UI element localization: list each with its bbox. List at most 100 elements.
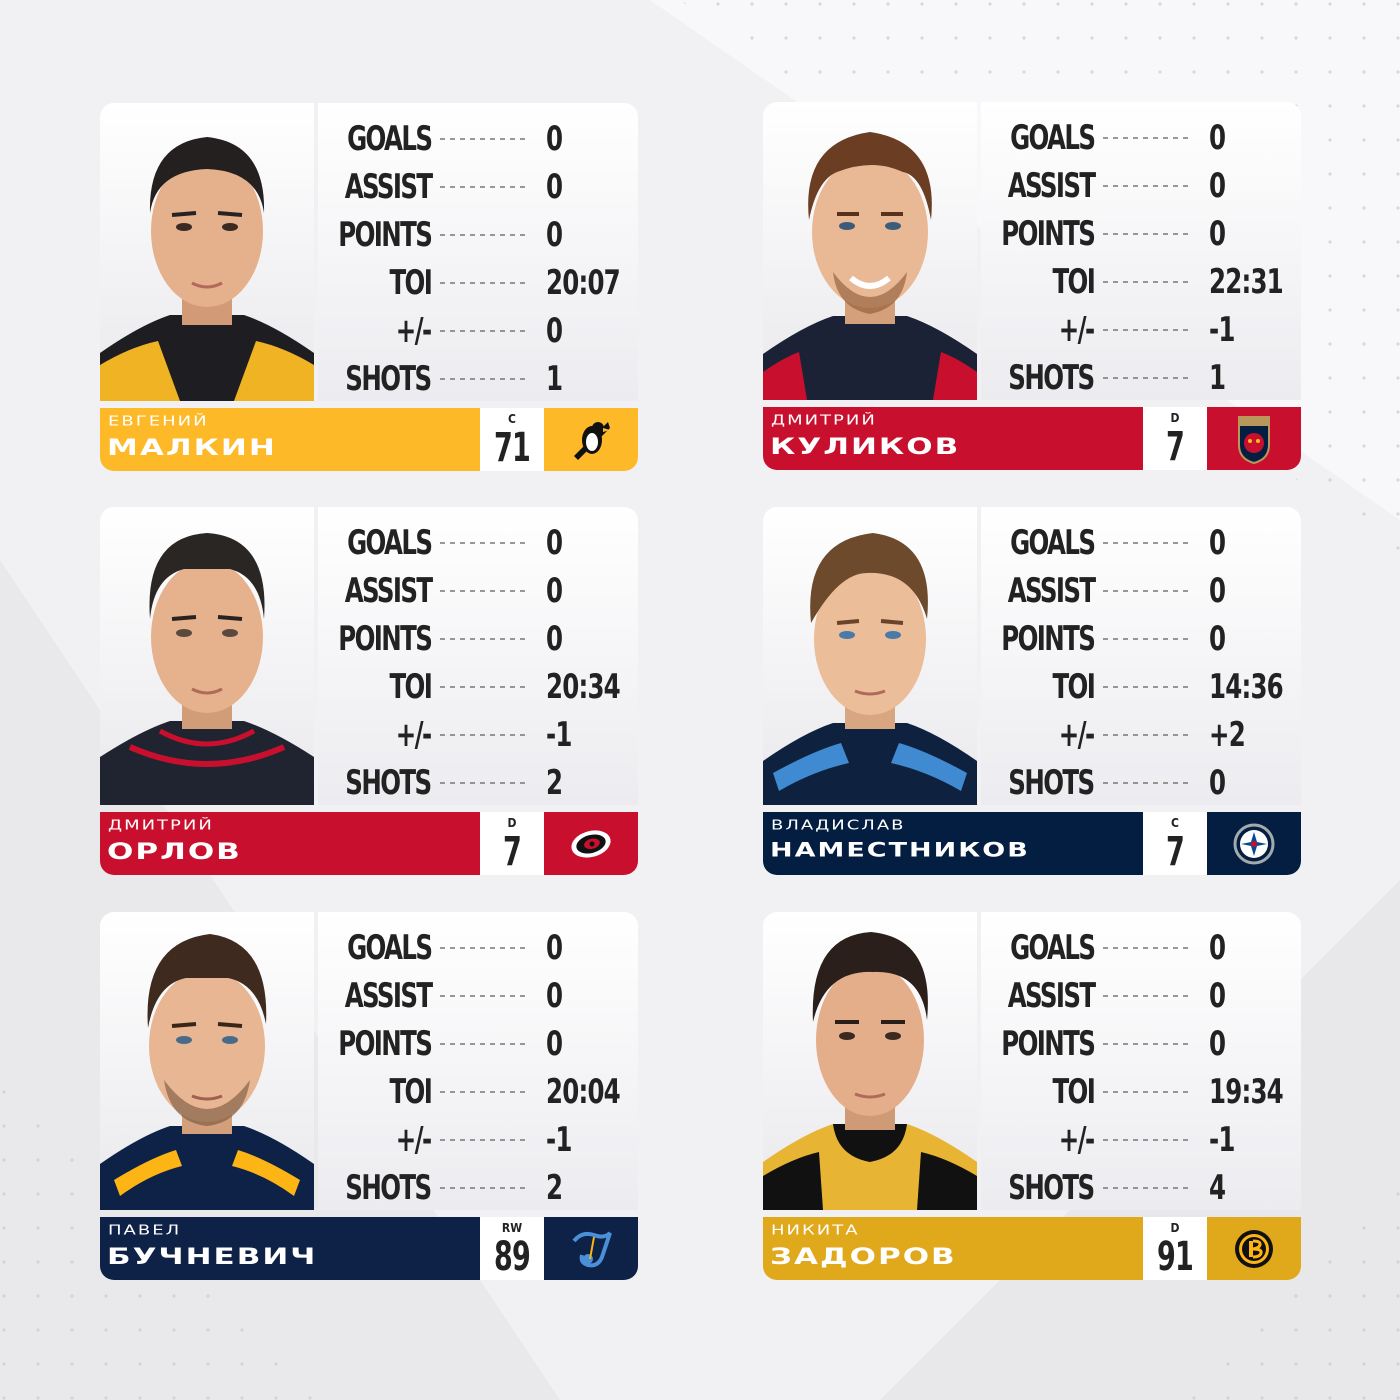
- stat-value: 0: [1209, 214, 1226, 254]
- stat-label: TOI: [1052, 667, 1095, 707]
- dotted-separator: [440, 282, 530, 284]
- stat-label: SHOTS: [345, 1168, 433, 1208]
- dotted-separator: [440, 542, 530, 544]
- dotted-separator: [440, 186, 530, 188]
- stat-row-plus-minus: +/- -1: [981, 1116, 1301, 1164]
- stat-row-assist: ASSIST 0: [981, 162, 1301, 210]
- position-number-box: D 7: [480, 812, 544, 875]
- stats-panel: GOALS 0 ASSIST 0 POINTS 0 TOI 22:31 +/- …: [981, 102, 1301, 400]
- stat-row-points: POINTS 0: [318, 211, 638, 259]
- stat-row-toi: TOI 22:31: [981, 258, 1301, 306]
- stat-row-assist: ASSIST 0: [318, 972, 638, 1020]
- player-number: 7: [1165, 424, 1185, 470]
- stat-row-assist: ASSIST 0: [318, 567, 638, 615]
- player-number: 7: [502, 829, 522, 875]
- stat-value: 0: [546, 928, 563, 968]
- name-bar: ДМИТРИЙ ОРЛОВ: [100, 812, 480, 875]
- stat-row-goals: GOALS 0: [318, 519, 638, 567]
- stat-row-assist: ASSIST 0: [981, 567, 1301, 615]
- dotted-separator: [1103, 377, 1193, 379]
- dotted-separator: [440, 686, 530, 688]
- stat-value: 20:34: [546, 667, 621, 707]
- stat-label: TOI: [1052, 1072, 1095, 1112]
- position-number-box: RW 89: [480, 1217, 544, 1280]
- dotted-separator: [440, 638, 530, 640]
- stat-value: -1: [1209, 1120, 1235, 1160]
- player-first-name: ДМИТРИЙ: [108, 818, 214, 834]
- player-card-buchnevich: GOALS 0 ASSIST 0 POINTS 0 TOI 20:04 +/- …: [100, 912, 638, 1280]
- player-card-malkin: GOALS 0 ASSIST 0 POINTS 0 TOI 20:07 +/- …: [100, 103, 638, 471]
- stats-panel: GOALS 0 ASSIST 0 POINTS 0 TOI 14:36 +/- …: [981, 507, 1301, 805]
- stat-value: 1: [1209, 358, 1226, 398]
- stat-row-goals: GOALS 0: [318, 924, 638, 972]
- stat-label: TOI: [389, 1072, 432, 1112]
- stat-value: 0: [546, 1024, 563, 1064]
- player-position: D: [1170, 411, 1180, 425]
- stat-row-plus-minus: +/- -1: [318, 711, 638, 759]
- dotted-separator: [1103, 1043, 1193, 1045]
- dotted-separator: [1103, 137, 1193, 139]
- dotted-separator: [440, 947, 530, 949]
- player-portrait: [763, 102, 977, 400]
- stat-label: POINTS: [337, 215, 433, 255]
- stat-label: POINTS: [1000, 1024, 1096, 1064]
- stat-label: TOI: [389, 263, 432, 303]
- stat-row-shots: SHOTS 2: [318, 759, 638, 807]
- stat-label: ASSIST: [344, 571, 432, 611]
- player-last-name: КУЛИКОВ: [770, 434, 961, 460]
- dotted-separator: [440, 782, 530, 784]
- stat-row-shots: SHOTS 2: [318, 1164, 638, 1212]
- stat-label: POINTS: [337, 619, 433, 659]
- player-position: D: [507, 816, 517, 830]
- stat-value: 4: [1209, 1168, 1226, 1208]
- stat-value: 2: [546, 763, 563, 803]
- stat-row-toi: TOI 20:34: [318, 663, 638, 711]
- stat-row-plus-minus: +/- -1: [981, 306, 1301, 354]
- team-logo-box: [1207, 812, 1301, 875]
- player-first-name: НИКИТА: [771, 1223, 860, 1239]
- blues-logo-icon: [572, 1231, 612, 1268]
- player-card-orlov: GOALS 0 ASSIST 0 POINTS 0 TOI 20:34 +/- …: [100, 507, 638, 875]
- stat-row-toi: TOI 19:34: [981, 1068, 1301, 1116]
- dotted-separator: [1103, 329, 1193, 331]
- panthers-logo-icon: [1238, 416, 1270, 465]
- stat-row-goals: GOALS 0: [318, 115, 638, 163]
- stat-row-goals: GOALS 0: [981, 114, 1301, 162]
- stat-row-plus-minus: +/- 0: [318, 307, 638, 355]
- player-portrait: [100, 912, 314, 1210]
- stat-value: 0: [1209, 118, 1226, 158]
- stat-value: 0: [546, 619, 563, 659]
- player-first-name: ПАВЕЛ: [108, 1223, 182, 1239]
- position-number-box: C 71: [480, 408, 544, 471]
- player-last-name: БУЧНЕВИЧ: [107, 1244, 318, 1270]
- stat-label: GOALS: [1009, 523, 1096, 563]
- dotted-separator: [1103, 590, 1193, 592]
- stat-row-shots: SHOTS 1: [981, 354, 1301, 402]
- dotted-separator: [440, 1091, 530, 1093]
- stat-value: 0: [1209, 1024, 1226, 1064]
- jets-logo-icon: [1233, 823, 1275, 865]
- dotted-separator: [440, 330, 530, 332]
- stat-value: 22:31: [1209, 262, 1284, 302]
- stat-row-points: POINTS 0: [981, 210, 1301, 258]
- stat-row-points: POINTS 0: [318, 1020, 638, 1068]
- stat-value: 0: [1209, 619, 1226, 659]
- stat-value: -1: [1209, 310, 1235, 350]
- dotted-separator: [1103, 1139, 1193, 1141]
- stat-label: POINTS: [337, 1024, 433, 1064]
- team-logo-box: [1207, 1217, 1301, 1280]
- position-number-box: D 91: [1143, 1217, 1207, 1280]
- player-portrait: [763, 507, 977, 805]
- player-portrait: [100, 103, 314, 401]
- player-card-kulikov: GOALS 0 ASSIST 0 POINTS 0 TOI 22:31 +/- …: [763, 102, 1301, 470]
- stat-row-plus-minus: +/- -1: [318, 1116, 638, 1164]
- hurricanes-logo-icon: [571, 830, 611, 858]
- stat-value: 0: [1209, 928, 1226, 968]
- stat-row-shots: SHOTS 1: [318, 355, 638, 403]
- stat-label: +/-: [396, 715, 432, 755]
- stat-row-points: POINTS 0: [981, 1020, 1301, 1068]
- dotted-separator: [1103, 185, 1193, 187]
- stats-panel: GOALS 0 ASSIST 0 POINTS 0 TOI 19:34 +/- …: [981, 912, 1301, 1210]
- name-bar: ЕВГЕНИЙ МАЛКИН: [100, 408, 480, 471]
- team-logo-box: [544, 1217, 638, 1280]
